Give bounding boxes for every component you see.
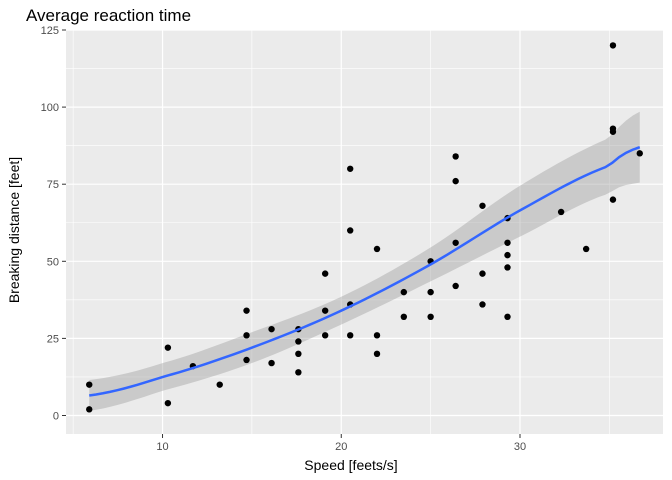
data-point	[243, 332, 250, 339]
data-point	[373, 245, 381, 253]
x-axis-title: Speed [feets/s]	[304, 457, 397, 473]
data-point	[609, 42, 617, 49]
data-point	[452, 282, 459, 290]
data-point	[373, 332, 381, 339]
data-point	[347, 227, 354, 234]
confidence-band	[89, 111, 640, 411]
y-tick-label: 100	[41, 102, 59, 114]
data-point	[321, 307, 329, 314]
data-point	[373, 350, 381, 358]
data-point	[504, 264, 511, 271]
data-point	[479, 202, 486, 209]
data-point	[504, 313, 511, 321]
data-point	[347, 332, 354, 339]
data-points	[86, 42, 643, 413]
data-point	[452, 153, 459, 160]
y-tick-label: 75	[47, 179, 59, 191]
data-point	[86, 381, 93, 388]
data-point	[164, 344, 172, 351]
x-tick-label: 30	[514, 441, 526, 453]
data-point	[400, 288, 408, 296]
y-tick-label: 25	[47, 333, 59, 345]
fit-line	[89, 146, 641, 397]
data-point	[479, 301, 486, 308]
data-point	[557, 208, 565, 216]
data-point	[268, 325, 275, 333]
data-point	[582, 245, 590, 253]
data-point	[452, 239, 459, 246]
data-point	[427, 313, 434, 321]
data-point	[86, 406, 93, 413]
data-point	[636, 150, 643, 157]
data-point	[321, 270, 329, 277]
data-point	[243, 307, 250, 314]
data-point	[452, 177, 459, 185]
data-point	[295, 350, 302, 358]
x-axis-ticks: 10 20 30	[156, 434, 526, 453]
data-point	[609, 196, 617, 203]
data-point	[427, 288, 434, 296]
data-point	[216, 381, 223, 388]
data-point	[295, 338, 302, 345]
y-axis-title: Breaking distance [feet]	[6, 157, 22, 303]
plot-panel	[66, 30, 663, 434]
chart-title: Average reaction time	[26, 6, 191, 25]
data-point	[321, 332, 329, 339]
data-point	[504, 251, 511, 259]
y-axis-ticks: 0 25 50 75 100 125	[41, 25, 66, 422]
data-point	[609, 125, 617, 132]
data-point	[164, 399, 172, 407]
data-point	[268, 359, 275, 367]
data-point	[479, 270, 486, 277]
data-point	[347, 165, 354, 172]
major-gridlines	[66, 29, 663, 434]
data-point	[243, 356, 250, 364]
data-point	[400, 313, 408, 321]
data-point	[295, 369, 302, 376]
data-point	[504, 239, 511, 246]
y-tick-label: 0	[53, 410, 59, 422]
y-tick-label: 125	[41, 25, 59, 37]
x-tick-label: 20	[335, 441, 347, 453]
x-tick-label: 10	[156, 441, 168, 453]
y-tick-label: 50	[47, 256, 59, 268]
